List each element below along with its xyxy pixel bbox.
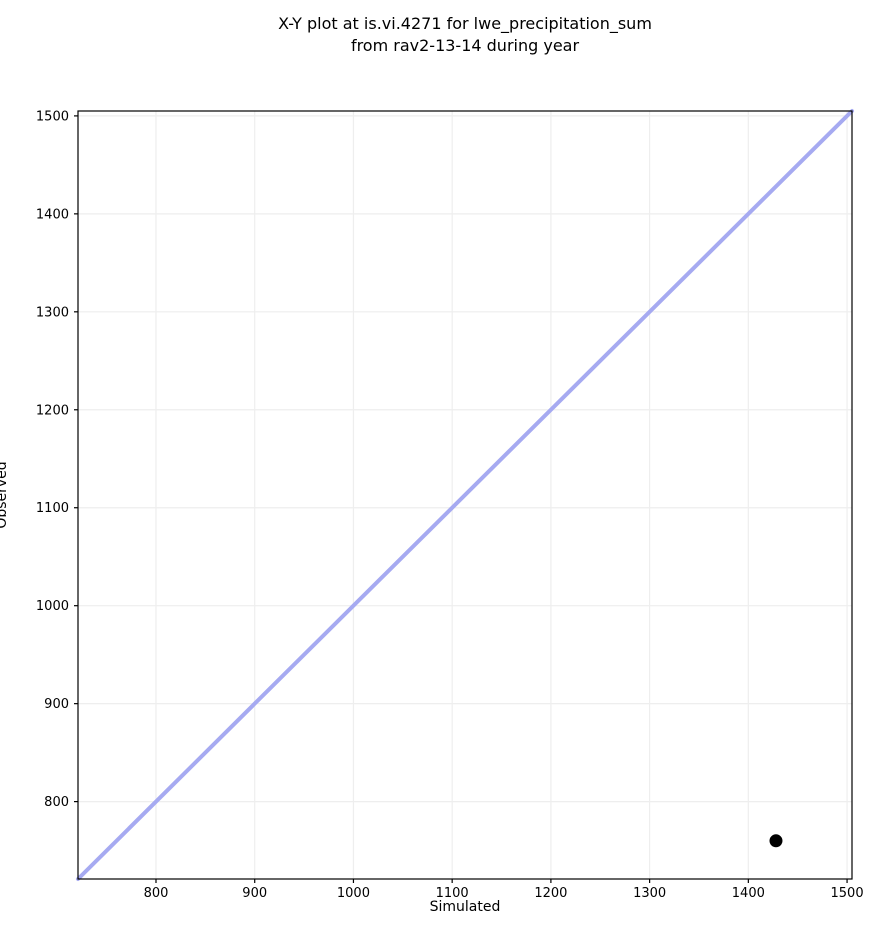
chart-title: X-Y plot at is.vi.4271 for lwe_precipita…: [78, 13, 852, 57]
x-tick-label: 1500: [831, 886, 864, 901]
chart-title-line1: X-Y plot at is.vi.4271 for lwe_precipita…: [278, 14, 652, 33]
x-tick-label: 900: [242, 886, 267, 901]
chart-title-line2: from rav2-13-14 during year: [350, 36, 580, 55]
x-tick-label: 800: [144, 886, 169, 901]
axes-spines: [77, 110, 853, 880]
identity-line: [76, 109, 854, 881]
x-tick-label: 1000: [337, 886, 370, 901]
y-tick-label: 1500: [36, 109, 69, 124]
y-tick-label: 900: [44, 697, 69, 712]
y-tick-label: 1100: [36, 501, 69, 516]
y-tick-label: 1000: [36, 599, 69, 614]
y-tick-label: 800: [44, 795, 69, 810]
x-tick-label: 1400: [732, 886, 765, 901]
data-point: [769, 834, 783, 848]
y-tick-label: 1300: [36, 305, 69, 320]
x-tick-label: 1200: [534, 886, 567, 901]
y-axis-label: Observed: [0, 461, 10, 529]
x-tick-label: 1100: [436, 886, 469, 901]
y-tick-label: 1200: [36, 403, 69, 418]
x-tick-label: 1300: [633, 886, 666, 901]
y-tick-label: 1400: [36, 207, 69, 222]
x-axis-label: Simulated: [429, 899, 501, 915]
